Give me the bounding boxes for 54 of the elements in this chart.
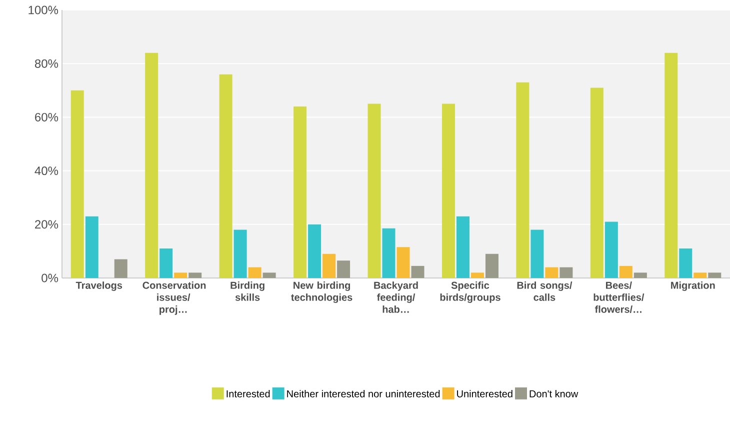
bar xyxy=(634,272,647,278)
bar xyxy=(456,216,470,278)
x-tick-label: New birding technologies xyxy=(291,282,352,303)
bar xyxy=(708,272,722,278)
bar xyxy=(470,272,484,278)
bar xyxy=(442,104,455,278)
bar xyxy=(294,106,307,278)
bar xyxy=(396,247,410,278)
bar xyxy=(679,248,692,278)
bar xyxy=(604,222,618,278)
legend-label: Neither interested nor uninterested xyxy=(287,390,440,398)
bar xyxy=(322,254,336,278)
bar xyxy=(308,224,322,278)
x-tick-label: Migration xyxy=(671,282,715,291)
bar xyxy=(114,259,128,278)
legend-label: Don't know xyxy=(530,390,578,398)
bar xyxy=(262,272,276,278)
bar xyxy=(530,230,544,278)
bar xyxy=(664,52,678,278)
bar xyxy=(337,260,350,278)
x-tick-label: Birding skills xyxy=(230,282,264,301)
bar xyxy=(219,74,232,278)
bar xyxy=(70,90,84,278)
x-tick-label: Backyard feeding/hab… xyxy=(374,282,418,313)
x-tick-label: Conservation issues/proj… xyxy=(142,282,206,315)
bar xyxy=(382,228,396,278)
bar xyxy=(368,104,381,278)
bar xyxy=(560,267,573,278)
bar xyxy=(85,216,98,278)
legend-label: Interested xyxy=(226,390,270,398)
y-tick-label: 20% xyxy=(35,220,58,229)
bar xyxy=(188,272,202,278)
y-tick-label: 60% xyxy=(35,112,58,122)
bar xyxy=(160,248,173,278)
bar xyxy=(485,254,498,278)
bar xyxy=(234,230,247,278)
bar xyxy=(694,272,707,278)
y-tick-label: 40% xyxy=(34,166,58,176)
bar xyxy=(545,267,558,278)
y-tick-label: 0% xyxy=(42,274,58,282)
bar xyxy=(248,267,262,278)
x-tick-label: Bees/butterflies/flowers/… xyxy=(594,282,644,313)
x-tick-label: Travelogs xyxy=(76,282,122,291)
legend-label: Uninterested xyxy=(457,390,512,398)
bar xyxy=(516,82,530,278)
y-tick-label: 100% xyxy=(28,6,58,14)
y-tick-label: 80% xyxy=(34,59,58,68)
bar xyxy=(590,88,604,278)
bar xyxy=(174,272,188,278)
x-tick-label: Bird songs/calls xyxy=(517,282,572,301)
bar xyxy=(145,52,158,278)
x-tick-label: Specific birds/groups xyxy=(440,282,500,303)
bar xyxy=(411,266,424,278)
bar xyxy=(619,266,632,278)
